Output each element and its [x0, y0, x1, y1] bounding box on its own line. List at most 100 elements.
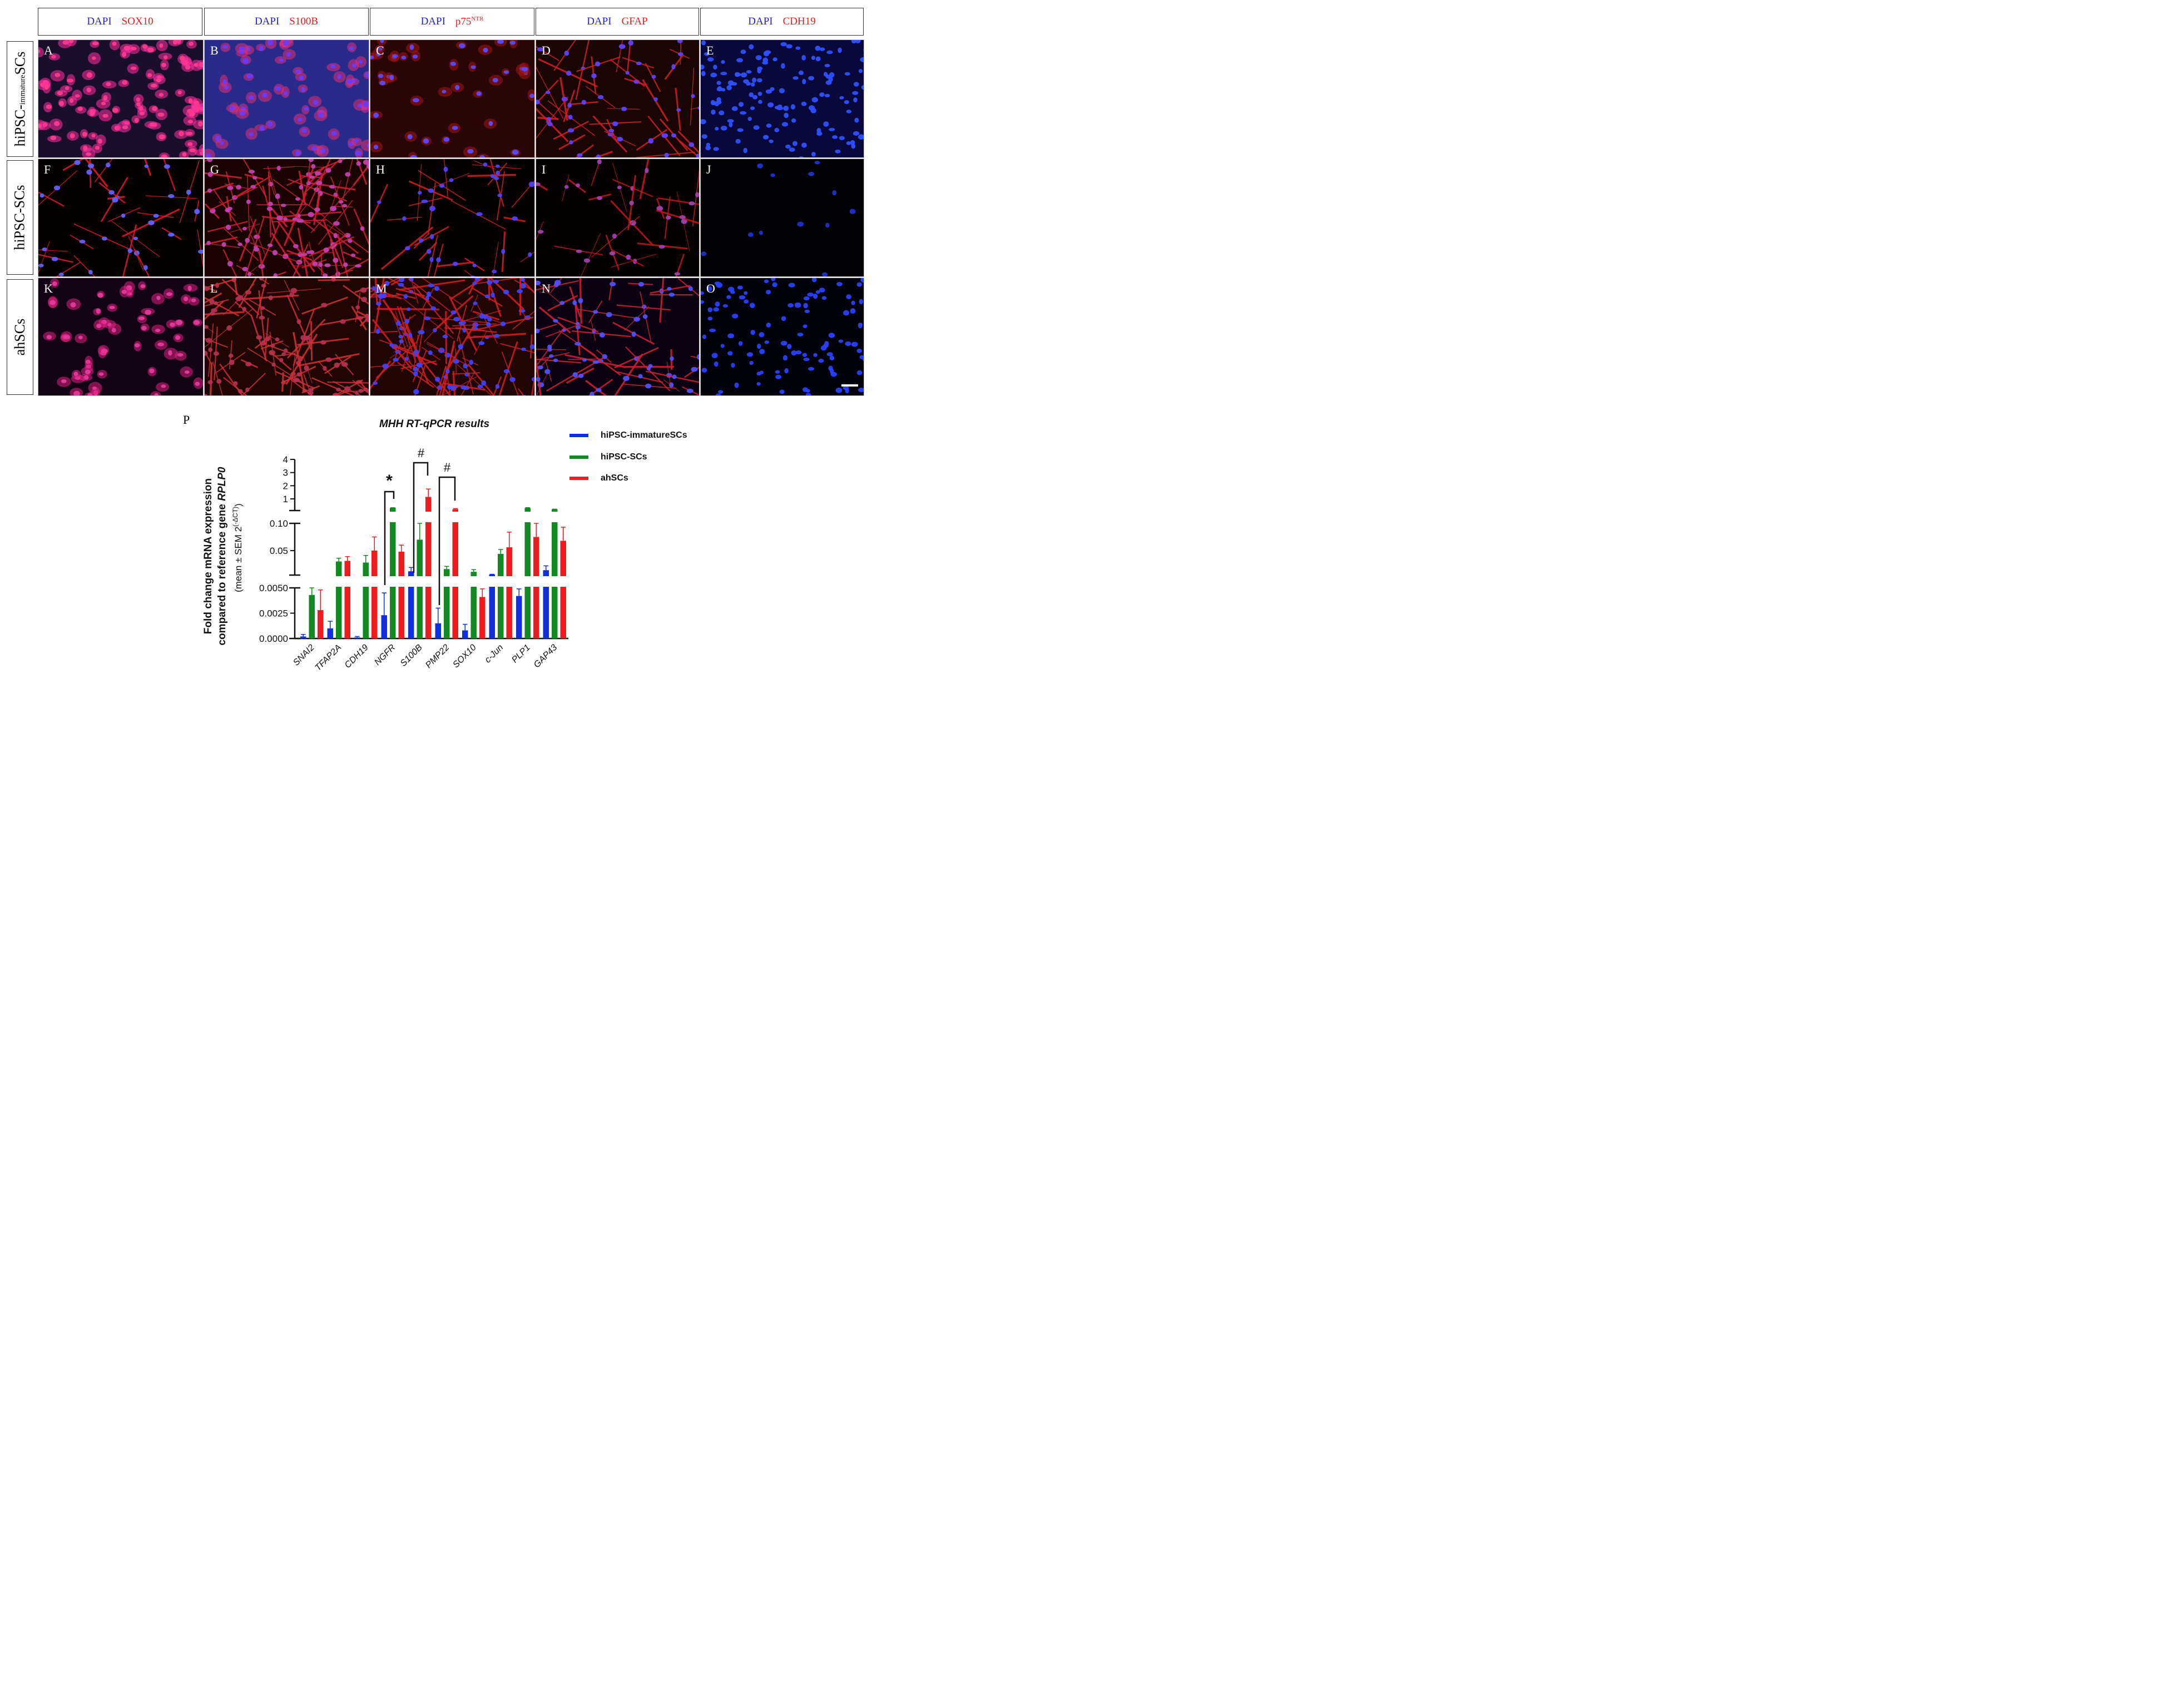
- nucleus: [121, 289, 127, 294]
- nucleus: [772, 57, 777, 62]
- nucleus: [187, 142, 193, 146]
- nucleus: [65, 86, 70, 91]
- bar-hiPSC-SCs-SOX10: [470, 572, 477, 638]
- nucleus: [787, 344, 792, 349]
- nucleus: [578, 373, 584, 378]
- nucleus: [301, 87, 305, 92]
- nucleus: [775, 374, 782, 379]
- nucleus: [205, 338, 212, 343]
- nucleus: [710, 72, 717, 78]
- nucleus: [608, 128, 615, 133]
- nucleus: [850, 308, 856, 314]
- micrograph-panel: N: [536, 278, 700, 396]
- column-header-gfap: DAPI GFAP: [536, 8, 699, 36]
- dapi-label: DAPI: [254, 16, 280, 27]
- nucleus: [497, 194, 503, 197]
- nucleus: [435, 377, 440, 382]
- dapi-label: DAPI: [87, 16, 112, 27]
- bar-ahSCs-TFAP2A: [344, 561, 350, 638]
- legend-label: ahSCs: [601, 473, 628, 483]
- bar-ahSCs-SNAI2: [318, 610, 324, 638]
- bar-hiPSC-SCs-GAP43: [552, 509, 558, 638]
- nucleus: [544, 369, 551, 374]
- panel-letter: E: [706, 43, 714, 57]
- nucleus: [818, 359, 824, 363]
- nucleus: [70, 133, 75, 138]
- nucleus: [172, 40, 177, 45]
- nucleus: [68, 40, 74, 43]
- nucleus: [750, 106, 755, 110]
- nucleus: [46, 105, 52, 110]
- nucleus: [309, 250, 315, 254]
- nucleus: [283, 90, 288, 96]
- nucleus: [713, 147, 719, 151]
- bar-hiPSC-immatureSCs-SOX10: [462, 630, 468, 638]
- dapi-label: DAPI: [420, 16, 445, 27]
- nucleus: [836, 281, 843, 286]
- nucleus: [280, 204, 286, 207]
- bar-hiPSC-SCs-TFAP2A: [336, 561, 342, 638]
- nucleus: [92, 41, 99, 46]
- nucleus: [835, 387, 843, 393]
- nucleus: [139, 112, 145, 116]
- nucleus: [307, 390, 314, 395]
- nucleus: [670, 356, 674, 361]
- nucleus: [87, 163, 95, 169]
- nucleus: [843, 310, 849, 316]
- nucleus: [536, 100, 540, 105]
- nucleus: [572, 300, 577, 305]
- nucleus: [472, 281, 477, 285]
- nucleus: [707, 307, 713, 313]
- nucleus: [728, 286, 735, 292]
- nucleus: [764, 50, 771, 55]
- nucleus: [727, 119, 734, 123]
- nucleus: [548, 354, 554, 358]
- nucleus: [808, 76, 815, 81]
- nucleus: [346, 78, 354, 84]
- nucleus: [795, 46, 801, 50]
- nucleus: [82, 131, 87, 137]
- nucleus: [360, 287, 367, 293]
- bar-ahSCs-S100B: [425, 497, 432, 638]
- nucleus: [324, 263, 331, 268]
- nucleus: [569, 140, 573, 145]
- nucleus: [122, 52, 127, 57]
- nucleus: [413, 389, 419, 395]
- nucleus: [706, 142, 711, 147]
- nucleus: [740, 72, 747, 78]
- nucleus: [802, 324, 807, 328]
- nucleus: [497, 40, 504, 44]
- nucleus: [520, 278, 526, 282]
- nucleus: [707, 57, 714, 62]
- nucleus: [452, 126, 458, 130]
- nucleus: [360, 226, 365, 231]
- nucleus: [453, 316, 460, 321]
- nucleus: [797, 221, 804, 227]
- nucleus: [774, 127, 780, 132]
- nucleus: [430, 306, 437, 311]
- nucleus: [409, 44, 414, 50]
- nucleus: [829, 127, 835, 131]
- nucleus: [195, 382, 200, 386]
- x-tick-label: GAP43: [532, 643, 559, 670]
- chart-title: MHH RT-qPCR results: [379, 418, 489, 430]
- legend-swatch: [569, 477, 588, 480]
- nucleus: [248, 170, 255, 174]
- nucleus: [854, 117, 859, 123]
- nucleus: [103, 95, 108, 101]
- nucleus: [487, 280, 493, 285]
- micrograph-image: [205, 40, 369, 157]
- nucleus: [628, 40, 633, 46]
- nucleus: [333, 221, 340, 226]
- nucleus: [179, 131, 184, 137]
- dapi-label: DAPI: [748, 16, 773, 27]
- nucleus: [481, 380, 487, 386]
- nucleus: [653, 97, 658, 102]
- nucleus: [242, 58, 249, 64]
- nucleus: [186, 189, 191, 195]
- nucleus: [193, 320, 200, 325]
- nucleus: [92, 387, 97, 390]
- nucleus: [642, 314, 648, 319]
- row-label-immature: hiPSC-immatureSCs: [7, 41, 33, 157]
- nucleus: [459, 321, 467, 325]
